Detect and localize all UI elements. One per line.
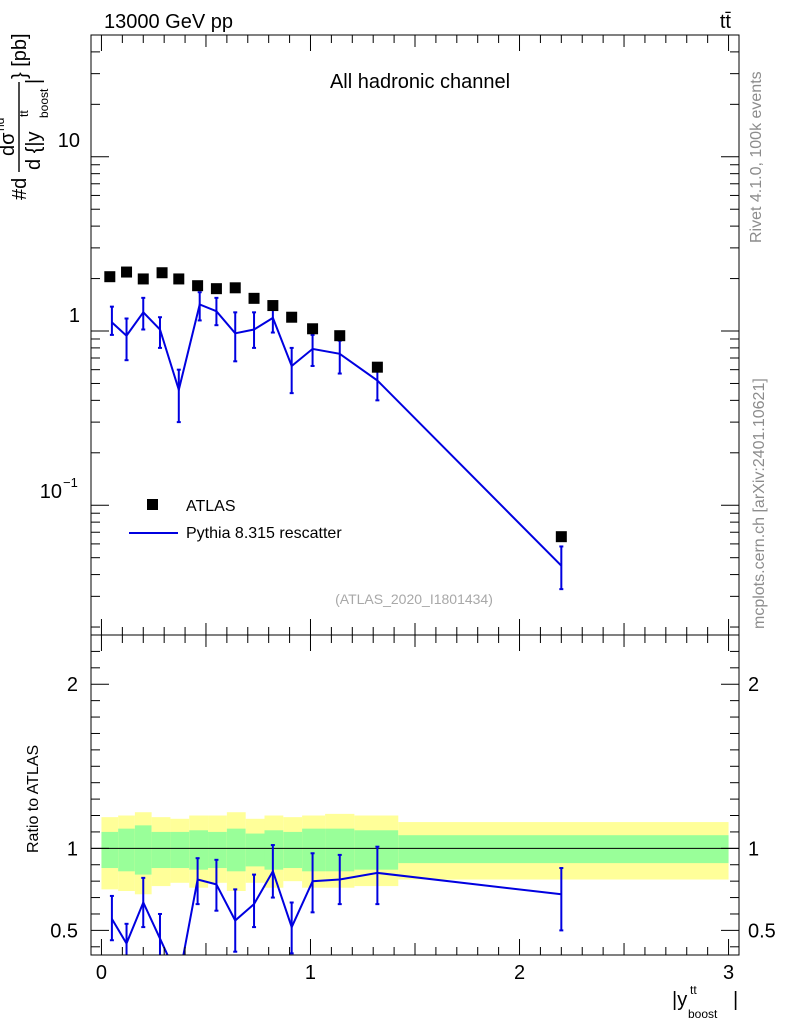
ratio-y-tick-label-2-left: 2 [67, 674, 78, 696]
legend: ATLAS Pythia 8.315 rescatter [129, 498, 342, 542]
svg-text:|: | [23, 79, 45, 84]
atlas-data-point [137, 273, 149, 285]
svg-text:nd: nd [0, 118, 7, 131]
x-axis-title: |y tt boost | [672, 983, 738, 1021]
ratio-y-axis-title: Ratio to ATLAS [25, 745, 42, 853]
ratio-y-tick-label-0.5-right: 0.5 [748, 920, 776, 942]
ratio-band-inner [283, 831, 303, 869]
ratio-band-inner [245, 833, 265, 867]
atlas-data-point [192, 280, 204, 292]
x-tick-label-3: 3 [723, 962, 734, 984]
ratio-panel: 2 1 0.5 2 1 0.5 0 1 2 3 Ratio to ATLAS |… [25, 634, 776, 1021]
ratio-ticks [91, 635, 739, 955]
svg-text:d {|y: d {|y [23, 131, 45, 170]
x-tick-label-0: 0 [96, 962, 107, 984]
rivet-version-label: Rivet 4.1.0, 100k events [748, 71, 765, 243]
ratio-y-tick-label-1-left: 1 [67, 838, 78, 860]
chart-title: All hadronic channel [330, 71, 510, 93]
main-panel: All hadronic channel (ATLAS_2020_I180143… [0, 33, 740, 636]
y-axis-title: #d dσ nd d {|y tt boost | } [pb] [0, 33, 51, 200]
process-label: tt̄ [720, 11, 732, 33]
ratio-y-tick-label-0.5-left: 0.5 [50, 920, 78, 942]
legend-atlas-marker [147, 499, 158, 510]
x-tick-label-2: 2 [514, 962, 525, 984]
x-tick-label-1: 1 [305, 962, 316, 984]
ratio-band-inner [189, 830, 209, 870]
svg-text:tt: tt [17, 110, 31, 117]
mcplots-label: mcplots.cern.ch [arXiv:2401.10621] [751, 378, 768, 629]
main-ticks [91, 34, 739, 635]
atlas-data-point [210, 283, 222, 295]
legend-atlas-label: ATLAS [186, 498, 236, 515]
ratio-band-inner [151, 831, 171, 869]
ratio-band-inner [302, 828, 326, 872]
atlas-data-point [286, 311, 298, 323]
svg-text:} [pb]: } [pb] [9, 33, 31, 79]
y-tick-label-0.1-exponent: −1 [63, 475, 78, 490]
atlas-data-point [267, 300, 279, 312]
y-tick-label-10: 10 [58, 130, 80, 152]
ratio-band-inner [134, 825, 152, 875]
main-data [104, 266, 567, 591]
svg-text:dσ: dσ [0, 132, 19, 156]
ratio-band-inner [208, 831, 227, 869]
ratio-band-inner [118, 828, 135, 872]
atlas-data-point [307, 323, 319, 335]
atlas-data-point [173, 273, 185, 285]
ratio-band-inner [398, 835, 729, 864]
y-tick-label-0.1-base: 10 [40, 481, 62, 503]
atlas-data-point [104, 271, 116, 283]
atlas-data-point [121, 266, 133, 278]
legend-pythia-label: Pythia 8.315 rescatter [186, 525, 342, 542]
svg-text:tt: tt [690, 983, 697, 997]
atlas-data-point [156, 267, 168, 279]
ratio-frame [90, 634, 740, 956]
ratio-bands [101, 812, 729, 895]
svg-text:|: | [733, 989, 738, 1011]
atlas-data-point [334, 330, 346, 342]
svg-text:boost: boost [688, 1007, 718, 1021]
atlas-data-point [371, 361, 383, 373]
energy-label: 13000 GeV pp [104, 11, 233, 33]
ratio-band-inner [264, 830, 284, 870]
main-frame [90, 34, 740, 636]
ratio-y-tick-label-1-right: 1 [748, 838, 759, 860]
svg-text:boost: boost [37, 88, 51, 118]
ratio-data [109, 844, 564, 955]
ratio-y-tick-label-2-right: 2 [748, 674, 759, 696]
atlas-data-point [248, 292, 260, 304]
ratio-band-inner [101, 831, 119, 869]
svg-text:|y: |y [672, 989, 687, 1011]
atlas-data-point [555, 531, 567, 543]
analysis-id: (ATLAS_2020_I1801434) [335, 591, 493, 607]
ratio-band-inner [226, 828, 246, 872]
y-tick-label-1: 1 [69, 305, 80, 327]
ratio-band-inner [354, 830, 399, 870]
ratio-band-inner [170, 831, 190, 869]
atlas-data-point [229, 282, 241, 294]
svg-text:#d: #d [9, 178, 31, 200]
